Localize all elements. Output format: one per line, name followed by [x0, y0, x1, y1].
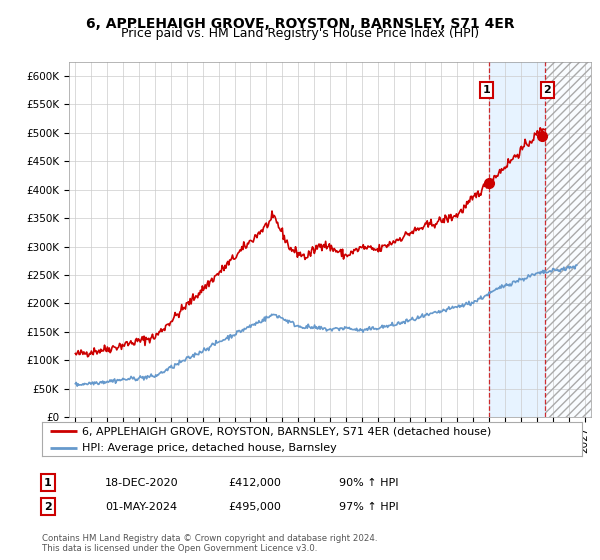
Bar	[545, 62, 591, 417]
Text: 97% ↑ HPI: 97% ↑ HPI	[339, 502, 398, 512]
Text: Contains HM Land Registry data © Crown copyright and database right 2024.
This d: Contains HM Land Registry data © Crown c…	[42, 534, 377, 553]
Text: £412,000: £412,000	[228, 478, 281, 488]
Text: 2: 2	[544, 85, 551, 95]
Text: 2: 2	[44, 502, 52, 512]
Text: 6, APPLEHAIGH GROVE, ROYSTON, BARNSLEY, S71 4ER (detached house): 6, APPLEHAIGH GROVE, ROYSTON, BARNSLEY, …	[83, 426, 492, 436]
Text: 01-MAY-2024: 01-MAY-2024	[105, 502, 177, 512]
Text: HPI: Average price, detached house, Barnsley: HPI: Average price, detached house, Barn…	[83, 443, 337, 452]
Text: 1: 1	[483, 85, 491, 95]
Text: 18-DEC-2020: 18-DEC-2020	[105, 478, 179, 488]
Text: 6, APPLEHAIGH GROVE, ROYSTON, BARNSLEY, S71 4ER: 6, APPLEHAIGH GROVE, ROYSTON, BARNSLEY, …	[86, 17, 514, 31]
Text: 90% ↑ HPI: 90% ↑ HPI	[339, 478, 398, 488]
Bar	[545, 62, 591, 417]
Text: £495,000: £495,000	[228, 502, 281, 512]
Bar	[489, 62, 545, 417]
Text: 1: 1	[44, 478, 52, 488]
Text: Price paid vs. HM Land Registry's House Price Index (HPI): Price paid vs. HM Land Registry's House …	[121, 27, 479, 40]
